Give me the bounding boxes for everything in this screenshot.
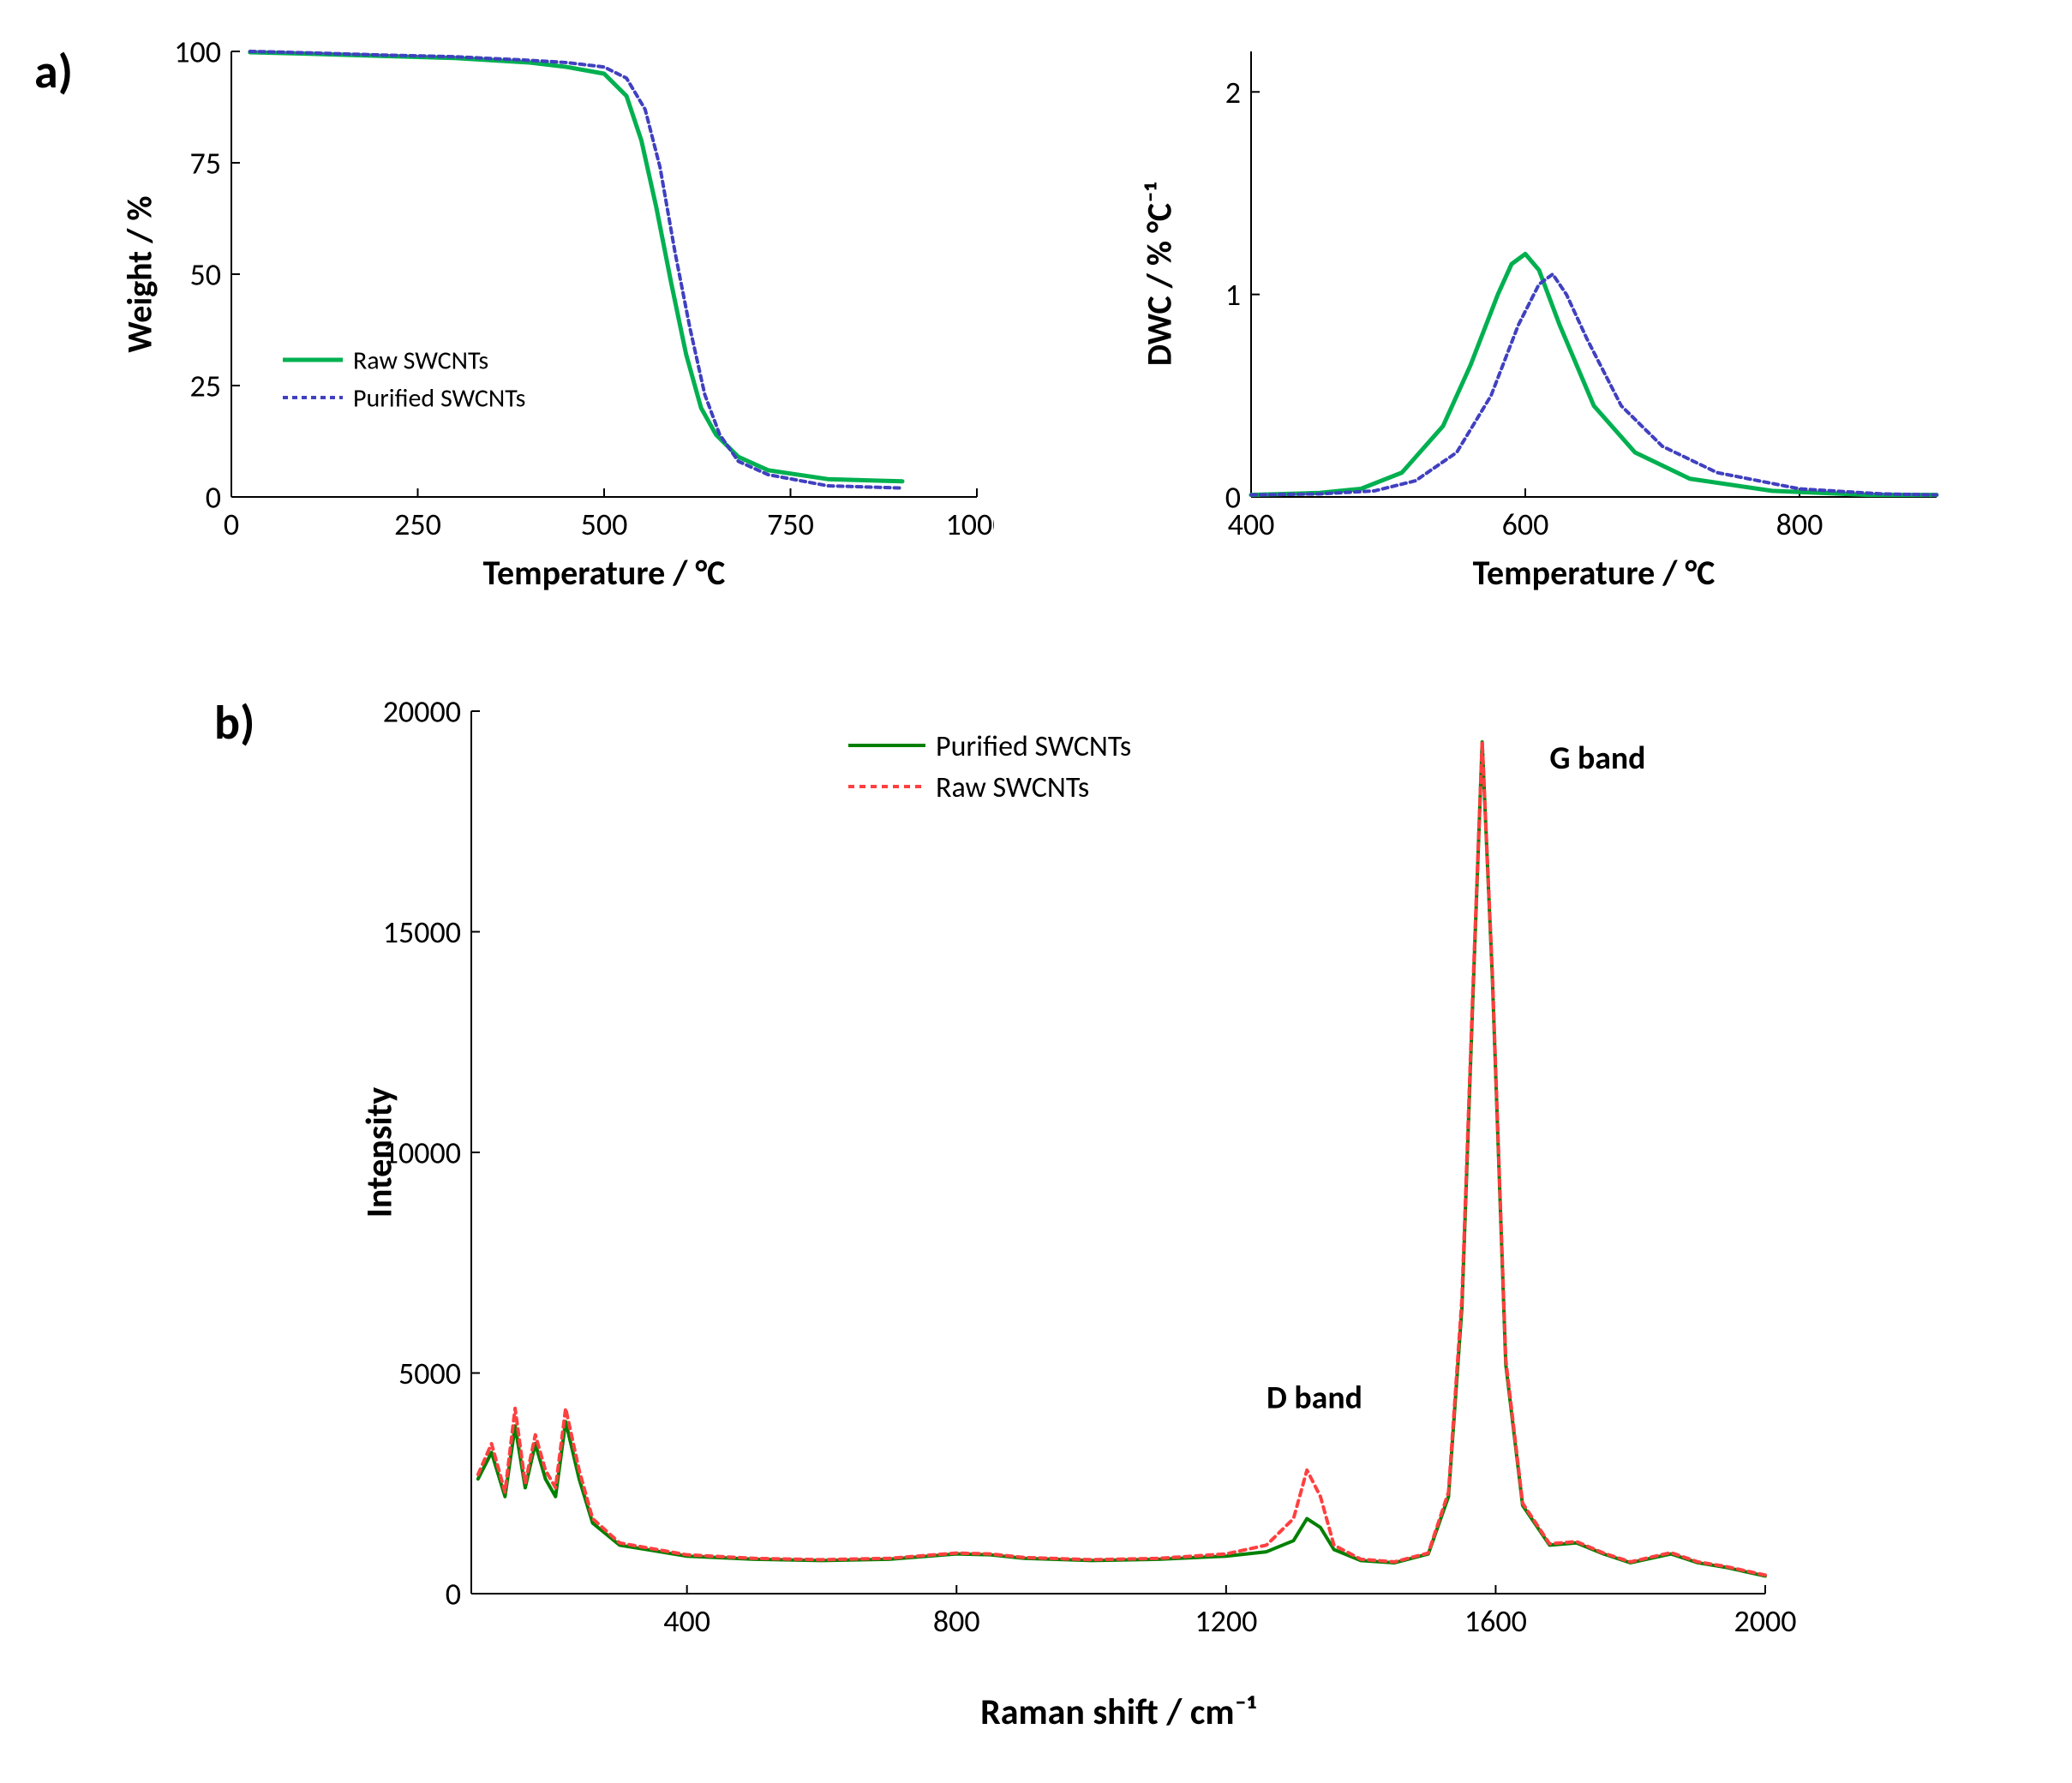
panel-b-label: b): [214, 694, 255, 752]
panel-a-label: a): [34, 43, 73, 101]
svg-text:Intensity: Intensity: [357, 1087, 401, 1218]
svg-text:1600: 1600: [1464, 1602, 1527, 1640]
svg-text:Raman shift / cm⁻¹: Raman shift / cm⁻¹: [980, 1690, 1256, 1734]
svg-text:1000: 1000: [946, 506, 994, 543]
svg-text:5000: 5000: [398, 1355, 461, 1392]
svg-text:Purified SWCNTs: Purified SWCNTs: [353, 383, 525, 415]
svg-text:Weight / %: Weight / %: [118, 195, 160, 352]
panel-a-left-chart: 0 250 500 750 1000 0 25 50 75 100 Temperature / °C…: [94, 34, 994, 600]
svg-text:G band: G band: [1549, 739, 1645, 778]
svg-text:20000: 20000: [383, 693, 461, 731]
figure-container: a) 025050075010000255075100Temperature /…: [34, 34, 2038, 1749]
svg-text:D band: D band: [1267, 1379, 1362, 1418]
svg-text:Temperature / °C: Temperature / °C: [1473, 552, 1716, 594]
svg-text:Raw SWCNTs: Raw SWCNTs: [936, 770, 1089, 805]
panel-b-chart: 40080012001600200005000100001500020000Ra…: [300, 685, 1800, 1739]
panel-a-right-chart: 400600800012Temperature / °CDWC / % °C⁻¹: [1114, 34, 1971, 600]
svg-text:2: 2: [1225, 74, 1241, 111]
svg-text:1: 1: [1225, 276, 1241, 314]
svg-text:DWC / % °C⁻¹: DWC / % °C⁻¹: [1138, 182, 1180, 366]
svg-text:0: 0: [224, 506, 239, 543]
svg-text:100: 100: [174, 34, 221, 71]
svg-text:15000: 15000: [383, 913, 461, 951]
svg-text:400: 400: [663, 1602, 710, 1640]
svg-text:0: 0: [206, 479, 221, 517]
svg-text:0: 0: [1225, 479, 1241, 517]
svg-text:800: 800: [933, 1602, 980, 1640]
svg-text:Raw SWCNTs: Raw SWCNTs: [353, 345, 488, 377]
svg-text:250: 250: [394, 506, 441, 543]
svg-text:600: 600: [1502, 506, 1549, 543]
svg-text:750: 750: [767, 506, 814, 543]
svg-text:25: 25: [190, 368, 222, 405]
svg-text:0: 0: [446, 1576, 461, 1613]
svg-text:500: 500: [581, 506, 628, 543]
svg-text:75: 75: [190, 145, 222, 182]
svg-text:1200: 1200: [1195, 1602, 1257, 1640]
svg-text:50: 50: [190, 256, 222, 294]
svg-text:Purified SWCNTs: Purified SWCNTs: [936, 729, 1131, 764]
svg-text:Temperature / °C: Temperature / °C: [483, 552, 726, 594]
svg-text:800: 800: [1776, 506, 1823, 543]
svg-text:2000: 2000: [1734, 1602, 1797, 1640]
